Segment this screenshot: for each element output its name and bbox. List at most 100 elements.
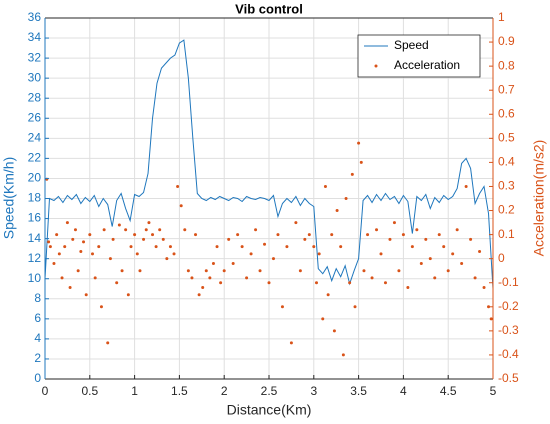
x-axis-label: Distance(Km) — [227, 402, 312, 418]
scatter-point — [158, 228, 162, 232]
scatter-point — [176, 184, 180, 188]
scatter-point — [332, 329, 336, 333]
x-tick-label: 3.5 — [350, 384, 367, 398]
scatter-point — [165, 257, 169, 261]
scatter-point — [135, 252, 139, 256]
scatter-point — [138, 269, 142, 273]
scatter-point — [97, 245, 101, 249]
speed-line — [44, 39, 494, 289]
y-tick-label: 0 — [34, 371, 41, 385]
scatter-point — [489, 317, 493, 321]
scatter-point — [303, 237, 307, 241]
scatter-point — [126, 293, 130, 297]
y-tick-label: 20 — [28, 171, 42, 185]
scatter-point — [215, 245, 219, 249]
scatter-point — [388, 237, 392, 241]
scatter-point — [428, 257, 432, 261]
scatter-point — [245, 276, 249, 280]
scatter-point — [314, 281, 318, 285]
scatter-point — [357, 141, 361, 145]
y2-tick-label: -0.4 — [498, 347, 519, 361]
scatter-point — [350, 172, 354, 176]
y2-tick-label: -0.5 — [498, 371, 519, 385]
y-tick-label: 30 — [28, 70, 42, 84]
scatter-point — [102, 228, 106, 232]
y-tick-label: 32 — [28, 50, 42, 64]
y2-tick-label: 0.7 — [498, 82, 515, 96]
scatter-point — [455, 228, 459, 232]
x-tick-label: 2.5 — [261, 384, 278, 398]
scatter-point — [55, 233, 59, 237]
scatter-point — [406, 286, 410, 290]
scatter-point — [401, 233, 405, 237]
scatter-point — [190, 276, 194, 280]
scatter-point — [186, 269, 190, 273]
y2-tick-label: 0.5 — [498, 131, 515, 145]
scatter-point — [71, 237, 75, 241]
y2-axis-label: Acceleration(m/s2) — [531, 140, 547, 257]
scatter-point — [359, 160, 363, 164]
scatter-point — [482, 286, 486, 290]
scatter-point — [263, 242, 267, 246]
y-tick-label: 18 — [28, 191, 42, 205]
x-tick-label: 4 — [400, 384, 407, 398]
y-tick-label: 26 — [28, 110, 42, 124]
y2-tick-label: 0.4 — [498, 155, 515, 169]
scatter-point — [172, 252, 176, 256]
legend-box — [357, 34, 481, 78]
scatter-point — [154, 245, 158, 249]
scatter-point — [76, 269, 80, 273]
scatter-point — [267, 281, 271, 285]
scatter-point — [442, 245, 446, 249]
scatter-point — [151, 233, 155, 237]
scatter-point — [231, 261, 235, 265]
scatter-point — [194, 233, 198, 237]
scatter-point — [348, 281, 352, 285]
y2-tick-label: 0.8 — [498, 58, 515, 72]
y-tick-label: 22 — [28, 151, 42, 165]
scatter-point — [276, 233, 280, 237]
scatter-point — [88, 233, 92, 237]
scatter-point — [294, 221, 298, 225]
scatter-point — [84, 293, 88, 297]
scatter-point — [227, 237, 231, 241]
scatter-point — [298, 269, 302, 273]
scatter-point — [90, 252, 94, 256]
scatter-point — [370, 276, 374, 280]
y-tick-label: 36 — [28, 10, 42, 24]
scatter-point — [258, 269, 262, 273]
scatter-point — [344, 197, 348, 200]
y-axis-label: Speed(Km/h) — [1, 157, 17, 239]
x-tick-label: 3 — [310, 384, 317, 398]
chart-title: Vib control — [235, 1, 303, 16]
y2-tick-label: 0.3 — [498, 179, 515, 193]
scatter-point — [321, 317, 325, 321]
y-tick-label: 34 — [28, 30, 42, 44]
scatter-point — [487, 305, 491, 309]
scatter-point — [397, 269, 401, 273]
scatter-point — [285, 245, 289, 249]
scatter-point — [197, 293, 201, 297]
scatter-point — [52, 261, 56, 265]
scatter-point — [115, 281, 119, 285]
scatter-point — [111, 237, 115, 241]
scatter-point — [124, 228, 128, 232]
y-tick-label: 2 — [34, 351, 41, 365]
scatter-point — [133, 233, 137, 237]
scatter-point — [99, 305, 103, 309]
scatter-point — [353, 305, 357, 309]
scatter-point — [460, 261, 464, 265]
scatter-point — [312, 245, 316, 249]
scatter-point — [410, 245, 414, 249]
scatter-point — [330, 233, 334, 237]
y-tick-label: 6 — [34, 311, 41, 325]
scatter-point — [375, 228, 379, 232]
scatter-point — [219, 281, 223, 285]
scatter-point — [437, 233, 441, 237]
scatter-point — [433, 276, 437, 280]
scatter-point — [392, 221, 396, 225]
scatter-point — [201, 286, 205, 290]
scatter-point — [419, 261, 423, 265]
scatter-point — [446, 269, 450, 273]
